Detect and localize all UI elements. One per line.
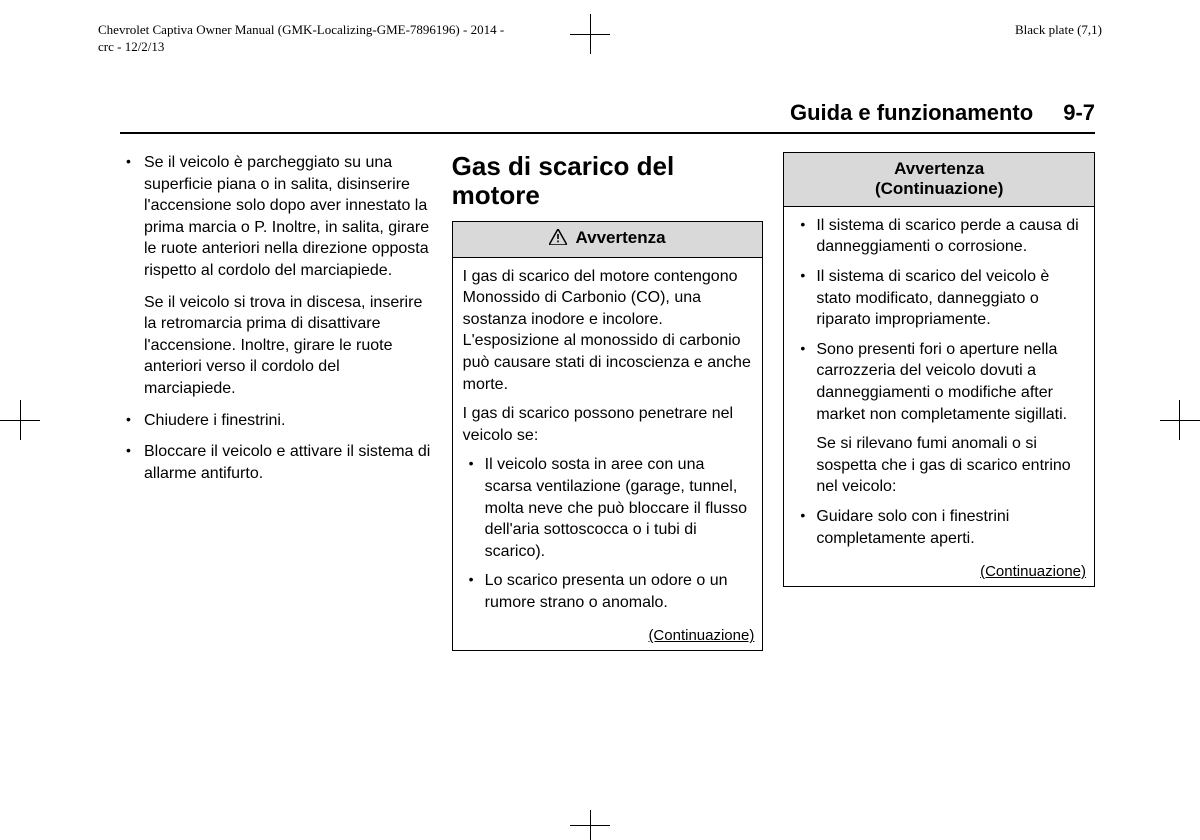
crop-mark xyxy=(1179,400,1180,440)
list-item: Il sistema di scarico perde a causa di d… xyxy=(794,215,1084,258)
continuation-label: (Continuazione) xyxy=(784,561,1094,586)
list-item: Chiudere i finestrini. xyxy=(120,410,432,432)
section-title: Guida e funzionamento xyxy=(790,100,1033,126)
column-2: Gas di scarico del motore Avvertenza I g… xyxy=(452,152,764,651)
list-text: Sono presenti fori o aperture nella carr… xyxy=(816,341,1067,423)
list-text: Bloccare il veicolo e attivare il sistem… xyxy=(144,443,430,482)
warning-label: Avvertenza xyxy=(576,228,666,247)
list-item: Se il veicolo è parcheggiato su una supe… xyxy=(120,152,432,400)
list-item: Lo scarico presenta un odore o un rumore… xyxy=(463,570,753,613)
warning-para: I gas di scarico possono penetrare nel v… xyxy=(463,403,753,446)
warning-para: Se si rilevano fumi anomali o si sospett… xyxy=(794,433,1084,498)
column-3: Avvertenza (Continuazione) Il sistema di… xyxy=(783,152,1095,651)
list-item: Bloccare il veicolo e attivare il sistem… xyxy=(120,441,432,484)
warning-body: Il sistema di scarico perde a causa di d… xyxy=(784,207,1094,561)
list-text: Lo scarico presenta un odore o un rumore… xyxy=(485,572,728,611)
warning-label-line1: Avvertenza xyxy=(788,159,1090,179)
warning-header: Avvertenza (Continuazione) xyxy=(784,153,1094,207)
content-columns: Se il veicolo è parcheggiato su una supe… xyxy=(120,152,1095,651)
crop-mark xyxy=(590,810,591,840)
crop-mark xyxy=(20,400,21,440)
doc-id-line2: crc - 12/2/13 xyxy=(98,39,504,56)
warning-list: Il veicolo sosta in aree con una scarsa … xyxy=(463,454,753,613)
warning-label-line2: (Continuazione) xyxy=(788,179,1090,199)
body-list: Se il veicolo è parcheggiato su una supe… xyxy=(120,152,432,484)
warning-list: Guidare solo con i finestrini completame… xyxy=(794,506,1084,549)
warning-body: I gas di scarico del motore contengono M… xyxy=(453,258,763,626)
continuation-label: (Continuazione) xyxy=(453,625,763,650)
plate-label: Black plate (7,1) xyxy=(1015,22,1102,56)
doc-meta-header: Chevrolet Captiva Owner Manual (GMK-Loca… xyxy=(98,22,1102,56)
list-item: Sono presenti fori o aperture nella carr… xyxy=(794,339,1084,425)
list-text: Chiudere i finestrini. xyxy=(144,412,285,429)
list-item: Il veicolo sosta in aree con una scarsa … xyxy=(463,454,753,562)
page-number: 9-7 xyxy=(1063,100,1095,126)
warning-box-continued: Avvertenza (Continuazione) Il sistema di… xyxy=(783,152,1095,587)
warning-box: Avvertenza I gas di scarico del motore c… xyxy=(452,221,764,651)
list-text: Guidare solo con i finestrini completame… xyxy=(816,508,1009,547)
crop-mark xyxy=(1160,420,1200,421)
warning-header: Avvertenza xyxy=(453,222,763,257)
column-1: Se il veicolo è parcheggiato su una supe… xyxy=(120,152,432,651)
list-item: Guidare solo con i finestrini completame… xyxy=(794,506,1084,549)
page-header-row: Guida e funzionamento 9-7 xyxy=(120,100,1095,134)
topic-heading: Gas di scarico del motore xyxy=(452,152,764,209)
list-item: Il sistema di scarico del veicolo è stat… xyxy=(794,266,1084,331)
doc-id-line1: Chevrolet Captiva Owner Manual (GMK-Loca… xyxy=(98,22,504,39)
list-text: Il sistema di scarico del veicolo è stat… xyxy=(816,268,1049,328)
warning-para: I gas di scarico del motore contengono M… xyxy=(463,266,753,396)
list-text: Il veicolo sosta in aree con una scarsa … xyxy=(485,456,747,559)
warning-list: Il sistema di scarico perde a causa di d… xyxy=(794,215,1084,425)
list-text: Il sistema di scarico perde a causa di d… xyxy=(816,217,1078,256)
list-para: Se il veicolo si trova in discesa, inser… xyxy=(144,292,432,400)
page-content: Guida e funzionamento 9-7 Se il veicolo … xyxy=(120,100,1095,651)
list-text: Se il veicolo è parcheggiato su una supe… xyxy=(144,154,429,279)
warning-icon xyxy=(549,229,567,250)
